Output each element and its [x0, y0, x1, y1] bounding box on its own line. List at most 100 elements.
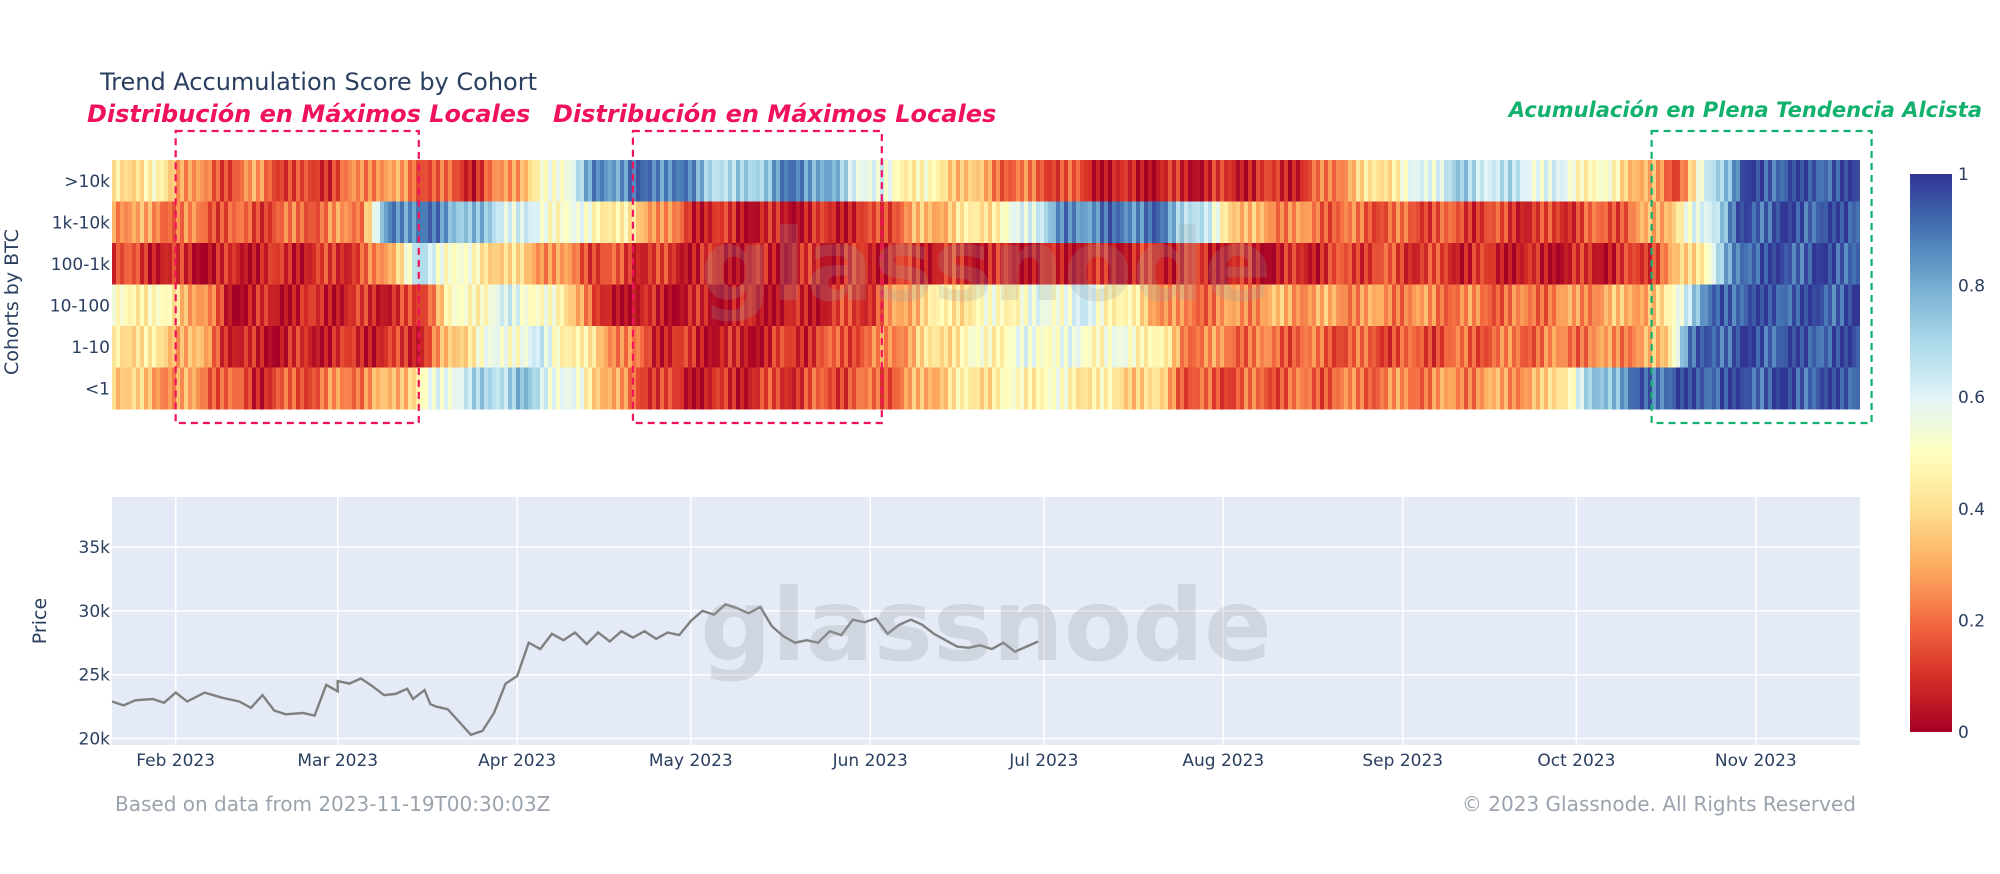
heatmap-cell [524, 367, 529, 410]
heatmap-cell [872, 367, 877, 410]
heatmap-cell [1424, 201, 1429, 244]
heatmap-cell [920, 160, 925, 202]
heatmap-cell [860, 243, 865, 285]
heatmap-cell [724, 367, 729, 410]
heatmap-cell [260, 160, 265, 202]
heatmap-cell [1408, 284, 1413, 327]
heatmap-cell [408, 367, 413, 410]
heatmap-cell [1744, 243, 1749, 285]
heatmap-cell [484, 160, 489, 202]
heatmap-cell [820, 367, 825, 410]
heatmap-cell [1196, 160, 1201, 202]
heatmap-cell [708, 326, 713, 368]
heatmap-cell [1596, 326, 1601, 368]
heatmap-cell [1572, 367, 1577, 410]
heatmap-cell [596, 243, 601, 285]
heatmap-cell [732, 284, 737, 327]
heatmap-cell [1616, 160, 1621, 202]
heatmap-cell [1548, 326, 1553, 368]
heatmap-cell [612, 243, 617, 285]
heatmap-cell [1140, 243, 1145, 285]
heatmap-cell [148, 243, 153, 285]
heatmap-cell [648, 160, 653, 202]
heatmap-cell [428, 367, 433, 410]
heatmap-cell [1272, 201, 1277, 244]
heatmap-cell [1092, 243, 1097, 285]
heatmap-cell [1192, 160, 1197, 202]
heatmap-cell [792, 160, 797, 202]
heatmap-cell [452, 284, 457, 327]
heatmap-cell [1264, 201, 1269, 244]
heatmap-cell [1208, 367, 1213, 410]
heatmap-cell [256, 326, 261, 368]
heatmap-cell [820, 160, 825, 202]
heatmap-cell [152, 284, 157, 327]
heatmap-cell [216, 160, 221, 202]
heatmap-cell [468, 326, 473, 368]
heatmap-cell [824, 201, 829, 244]
heatmap-cell [544, 326, 549, 368]
heatmap-cell [1740, 243, 1745, 285]
heatmap-cell [792, 284, 797, 327]
heatmap-cell [884, 367, 889, 410]
heatmap-cell [1292, 367, 1297, 410]
heatmap-cell [404, 160, 409, 202]
heatmap-cell [880, 326, 885, 368]
heatmap-cell [1316, 367, 1321, 410]
heatmap-cell [1368, 243, 1373, 285]
heatmap-cell [1808, 326, 1813, 368]
heatmap-cell [880, 160, 885, 202]
heatmap-cell [1668, 201, 1673, 244]
heatmap-cell [1096, 284, 1101, 327]
heatmap-cell [1072, 201, 1077, 244]
heatmap-cell [1684, 284, 1689, 327]
heatmap-cell [1224, 284, 1229, 327]
heatmap-cell [1312, 284, 1317, 327]
heatmap-cell [236, 367, 241, 410]
heatmap-cell [512, 243, 517, 285]
heatmap-cell [1244, 243, 1249, 285]
heatmap-cell [1304, 160, 1309, 202]
heatmap-cell [1328, 160, 1333, 202]
colorbar-tick-label: 1 [1958, 165, 1969, 185]
heatmap-cell [184, 367, 189, 410]
heatmap-cell [1604, 160, 1609, 202]
heatmap-cell [384, 201, 389, 244]
heatmap-cell [856, 201, 861, 244]
heatmap-cell [1660, 326, 1665, 368]
heatmap-cell [1212, 243, 1217, 285]
heatmap-cell [1076, 243, 1081, 285]
heatmap-cell [656, 160, 661, 202]
heatmap-cell [1204, 201, 1209, 244]
heatmap-cell [988, 160, 993, 202]
heatmap-cell [1408, 367, 1413, 410]
heatmap-cell [588, 243, 593, 285]
heatmap-cell [1348, 284, 1353, 327]
heatmap-cell [1148, 326, 1153, 368]
heatmap-cell [1364, 243, 1369, 285]
heatmap-cell [144, 326, 149, 368]
heatmap-cell [1308, 326, 1313, 368]
heatmap-cell [1388, 160, 1393, 202]
heatmap-cell [324, 367, 329, 410]
heatmap-cell [1852, 367, 1857, 410]
heatmap-cell [1428, 326, 1433, 368]
heatmap-cell [1132, 160, 1137, 202]
heatmap-cell [1300, 201, 1305, 244]
heatmap-cell [988, 326, 993, 368]
heatmap-cell [1568, 243, 1573, 285]
heatmap-cell [760, 201, 765, 244]
heatmap-cell [1184, 326, 1189, 368]
heatmap-cell [700, 326, 705, 368]
heatmap-cell [720, 243, 725, 285]
heatmap-cell [704, 160, 709, 202]
heatmap-cell [772, 201, 777, 244]
heatmap-cell [1540, 284, 1545, 327]
heatmap-cell [448, 326, 453, 368]
heatmap-cell [1108, 243, 1113, 285]
heatmap-cell [1252, 243, 1257, 285]
heatmap-cell [1600, 326, 1605, 368]
heatmap-cell [356, 201, 361, 244]
heatmap-cell [792, 201, 797, 244]
heatmap-cell [1284, 284, 1289, 327]
